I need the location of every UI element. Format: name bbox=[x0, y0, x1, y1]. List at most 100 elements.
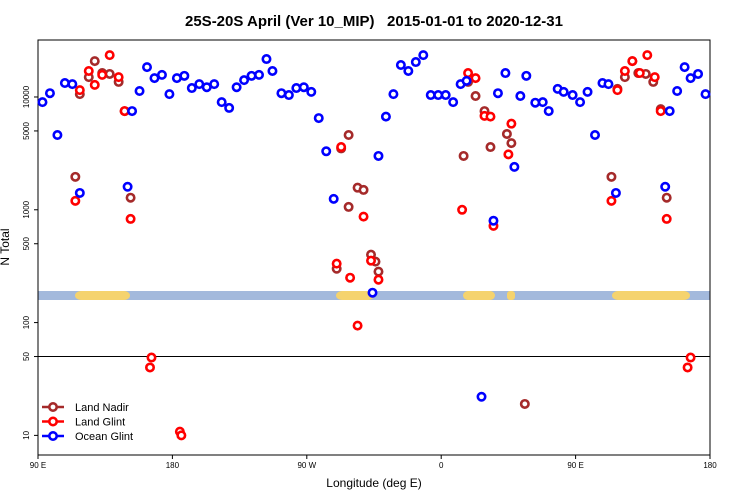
x-tick-label: 180 bbox=[166, 461, 180, 470]
point bbox=[176, 430, 187, 441]
y-tick-label: 50 bbox=[22, 352, 31, 361]
point bbox=[44, 88, 55, 99]
point bbox=[685, 73, 696, 84]
point bbox=[366, 255, 377, 266]
point bbox=[231, 82, 242, 93]
point bbox=[306, 86, 317, 97]
point bbox=[582, 86, 593, 97]
y-axis-label: N Total bbox=[0, 228, 12, 265]
point bbox=[313, 113, 324, 124]
x-tick-label: 180 bbox=[703, 461, 717, 470]
point bbox=[125, 213, 136, 224]
legend-marker bbox=[47, 401, 58, 412]
point bbox=[321, 146, 332, 157]
y-tick-label: 1000 bbox=[22, 200, 31, 218]
point bbox=[655, 106, 666, 117]
legend-label: Ocean Glint bbox=[75, 431, 133, 443]
x-tick-label: 90 W bbox=[297, 461, 316, 470]
point bbox=[606, 171, 617, 182]
point bbox=[127, 106, 138, 117]
series bbox=[37, 50, 711, 402]
point bbox=[83, 65, 94, 76]
point bbox=[470, 73, 481, 84]
land-band bbox=[612, 291, 690, 300]
point bbox=[521, 70, 532, 81]
x-axis-label: Longitude (deg E) bbox=[326, 476, 421, 490]
point bbox=[458, 150, 469, 161]
y-tick-label: 10000 bbox=[22, 85, 31, 108]
point bbox=[336, 142, 347, 153]
series bbox=[70, 56, 672, 409]
point bbox=[476, 391, 487, 402]
point bbox=[145, 362, 156, 373]
point bbox=[506, 118, 517, 129]
point bbox=[70, 171, 81, 182]
point bbox=[488, 215, 499, 226]
point bbox=[509, 161, 520, 172]
point bbox=[619, 65, 630, 76]
point bbox=[156, 69, 167, 80]
point bbox=[104, 50, 115, 61]
land-band bbox=[463, 291, 495, 300]
x-tick-label: 0 bbox=[439, 461, 444, 470]
point bbox=[113, 72, 124, 83]
point bbox=[661, 213, 672, 224]
point bbox=[142, 62, 153, 73]
legend-label: Land Nadir bbox=[75, 402, 129, 414]
y-tick-label: 100 bbox=[22, 315, 31, 329]
point bbox=[700, 89, 711, 100]
point bbox=[590, 130, 601, 141]
point bbox=[37, 97, 48, 108]
point bbox=[642, 50, 653, 61]
point bbox=[410, 57, 421, 68]
point bbox=[418, 50, 429, 61]
point bbox=[575, 97, 586, 108]
point bbox=[146, 352, 157, 363]
point bbox=[403, 65, 414, 76]
point bbox=[395, 60, 406, 71]
y-tick-label: 500 bbox=[22, 237, 31, 251]
point bbox=[261, 54, 272, 65]
plot-frame bbox=[37, 39, 711, 456]
point bbox=[693, 68, 704, 79]
point bbox=[603, 79, 614, 90]
point bbox=[567, 90, 578, 101]
point bbox=[358, 184, 369, 195]
point bbox=[254, 69, 265, 80]
land-band bbox=[75, 291, 130, 300]
point bbox=[239, 75, 250, 86]
point bbox=[67, 79, 78, 90]
point bbox=[388, 89, 399, 100]
point bbox=[373, 274, 384, 285]
point bbox=[352, 320, 363, 331]
point bbox=[500, 68, 511, 79]
point bbox=[179, 70, 190, 81]
series bbox=[70, 50, 696, 441]
point bbox=[682, 362, 693, 373]
point bbox=[122, 181, 133, 192]
point bbox=[373, 266, 384, 277]
point bbox=[612, 85, 623, 96]
point bbox=[216, 97, 227, 108]
point bbox=[664, 106, 675, 117]
point bbox=[440, 90, 451, 101]
point bbox=[331, 258, 342, 269]
point bbox=[634, 68, 645, 79]
point bbox=[543, 106, 554, 117]
chart-title: 25S-20S April (Ver 10_MIP) 2015-01-01 to… bbox=[185, 13, 563, 30]
point bbox=[485, 142, 496, 153]
point bbox=[672, 85, 683, 96]
point bbox=[501, 128, 512, 139]
point bbox=[367, 287, 378, 298]
point bbox=[209, 79, 220, 90]
point bbox=[448, 97, 459, 108]
land-band bbox=[336, 291, 374, 300]
point bbox=[661, 192, 672, 203]
point bbox=[134, 85, 145, 96]
land-band bbox=[507, 291, 515, 300]
point bbox=[89, 79, 100, 90]
point bbox=[685, 352, 696, 363]
point bbox=[52, 130, 63, 141]
point bbox=[470, 91, 481, 102]
